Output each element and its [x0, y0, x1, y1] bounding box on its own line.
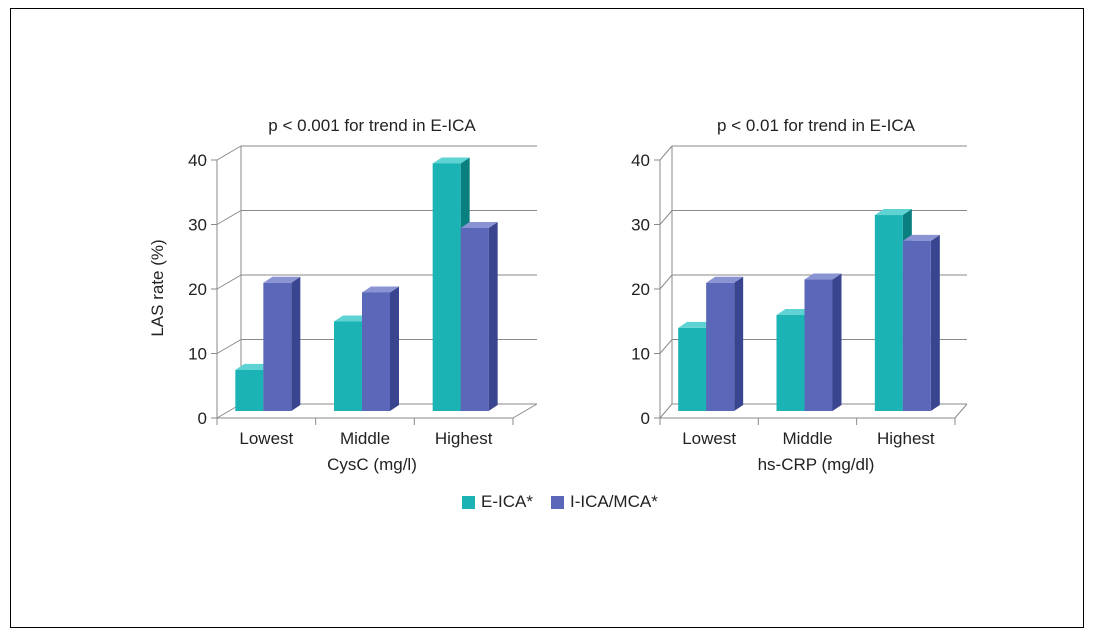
- legend-label-eica: E-ICA*: [481, 492, 533, 511]
- chart1-bar-icamca-side: [390, 286, 399, 411]
- chart1-category-label: Middle: [340, 429, 390, 448]
- chart2-category-label: Highest: [877, 429, 935, 448]
- legend-swatch-icamca: [550, 495, 564, 509]
- chart1-grid-diag: [216, 145, 242, 161]
- chart2-grid-diag: [659, 403, 673, 419]
- chart1-bar-eica: [432, 163, 461, 411]
- chart2-category-label: Lowest: [682, 429, 736, 448]
- chart1-bar-icamca: [263, 282, 292, 411]
- chart1-y-tick-label: 0: [198, 409, 207, 428]
- chart2-bar-eica-top: [874, 209, 912, 216]
- legend-swatch-eica: [462, 495, 475, 509]
- chart1-bar-eica: [235, 369, 264, 411]
- chart2-grid-diag: [659, 274, 673, 290]
- chart1-bar-eica: [334, 321, 362, 411]
- chart1-bar-icamca-side: [291, 276, 301, 411]
- chart2-bar-eica: [874, 215, 903, 411]
- chart2-bar-icamca-top: [804, 273, 842, 280]
- chart1-category-label: Highest: [435, 429, 493, 448]
- chart1-y-axis-label: LAS rate (%): [148, 239, 167, 336]
- chart2-grid-diag: [659, 210, 673, 225]
- chart2-floor-edge: [954, 403, 968, 419]
- chart1-bar-eica-top: [235, 363, 273, 370]
- chart1-bar-icamca-top: [362, 286, 399, 293]
- chart2-bar-icamca: [804, 279, 833, 411]
- chart2-bar-eica-top: [678, 321, 716, 328]
- chart1-bar-icamca-top: [263, 276, 301, 283]
- chart2-bar-eica: [678, 327, 707, 411]
- chart1-bar-icamca: [460, 227, 489, 411]
- chart1-bar-icamca: [362, 292, 390, 411]
- chart2-bar-icamca-top: [902, 234, 940, 241]
- chart1-bar-icamca-top: [460, 221, 498, 228]
- chart2-x-axis-label: hs-CRP (mg/dl): [758, 455, 875, 474]
- chart2-bar-icamca: [902, 240, 931, 411]
- chart2-y-tick-label: 10: [631, 345, 650, 364]
- chart2-bar-icamca-top: [706, 276, 744, 283]
- chart2-bar-icamca-side: [930, 234, 940, 411]
- chart2-y-tick-label: 0: [641, 409, 650, 428]
- chart1-floor-edge: [512, 403, 538, 419]
- chart1-y-tick-label: 30: [188, 216, 207, 235]
- chart2-grid-diag: [659, 145, 673, 161]
- chart2-bar-eica: [776, 315, 805, 411]
- chart2-bar-eica-top: [776, 309, 814, 316]
- chart1-grid-diag: [216, 210, 242, 225]
- chart1-bar-icamca-side: [488, 221, 498, 411]
- chart1-y-tick-label: 20: [188, 280, 207, 299]
- chart1-bar-eica-top: [334, 315, 371, 322]
- chart2-bar-icamca-side: [734, 276, 744, 411]
- chart1-y-tick-label: 40: [188, 151, 207, 170]
- chart2-bar-icamca: [706, 282, 735, 411]
- chart2-category-label: Middle: [782, 429, 832, 448]
- chart2-title: p < 0.01 for trend in E-ICA: [717, 116, 916, 135]
- chart1-grid-diag: [216, 274, 242, 290]
- legend-label-icamca: I-ICA/MCA*: [569, 492, 658, 511]
- chart1-grid-diag: [216, 339, 242, 354]
- chart1-x-axis-label: CysC (mg/l): [327, 455, 417, 474]
- charts-canvas: 0 10 20 30 40 Lowest Middle Highest p < 0.001 fo…: [148, 116, 968, 474]
- chart1-y-tick-label: 10: [188, 345, 207, 364]
- chart1-title: p < 0.001 for trend in E-ICA: [268, 116, 476, 135]
- chart1-bar-eica-top: [432, 157, 470, 164]
- legend-item-eica: E-ICA*: [462, 492, 533, 512]
- chart2-y-tick-label: 40: [631, 151, 650, 170]
- chart2-bar-icamca-side: [832, 273, 842, 411]
- legend: E-ICA* I-ICA/MCA*: [462, 492, 676, 512]
- chart2-grid-diag: [659, 339, 673, 354]
- chart2-y-tick-label: 20: [631, 280, 650, 299]
- legend-item-icamca: I-ICA/MCA*: [550, 492, 658, 512]
- chart1-category-label: Lowest: [239, 429, 293, 448]
- chart2-y-tick-label: 30: [631, 216, 650, 235]
